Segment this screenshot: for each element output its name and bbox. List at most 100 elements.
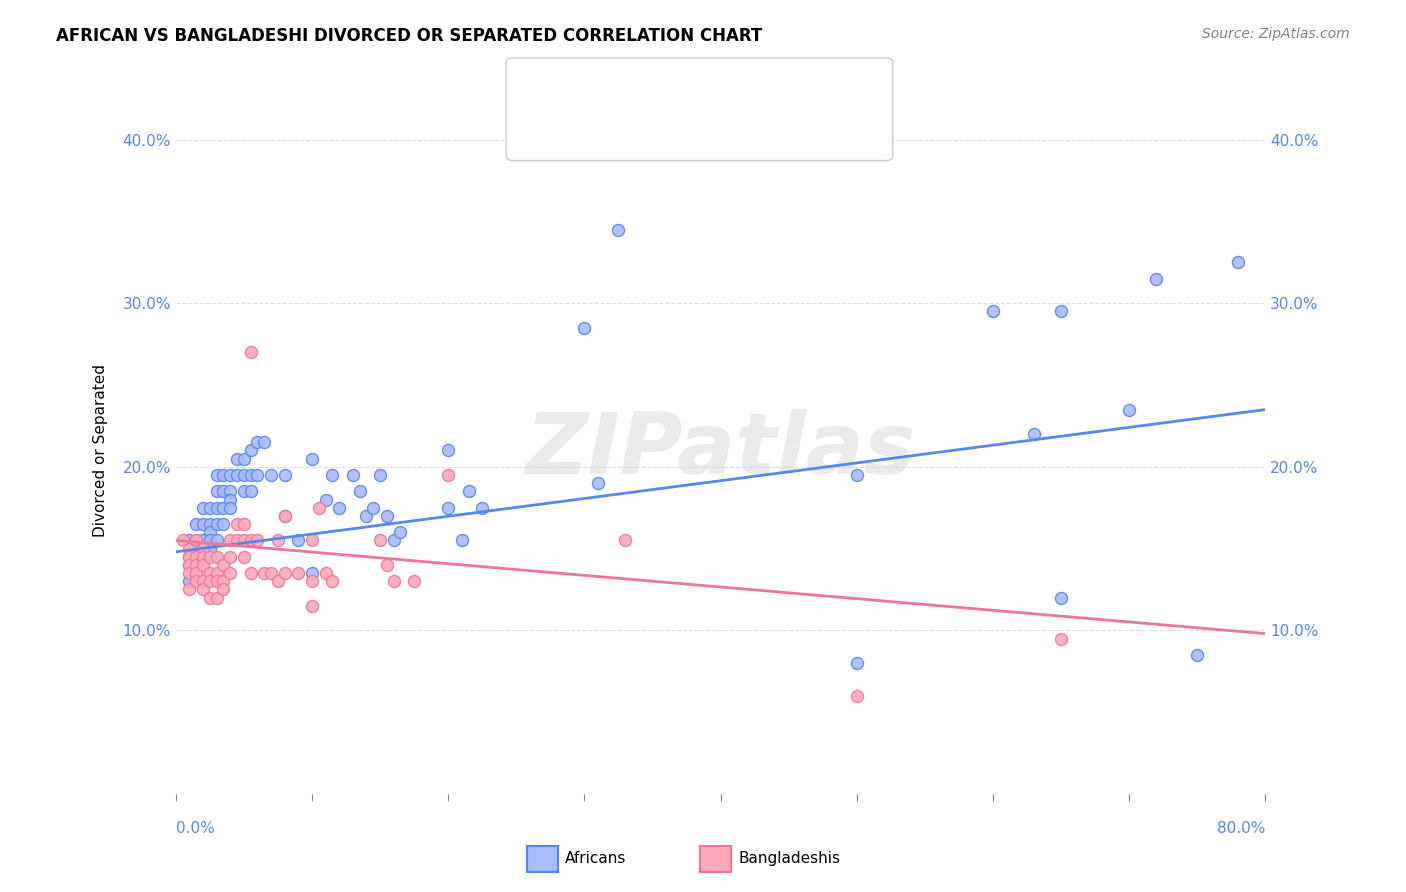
Point xyxy=(315,492,337,507)
Point xyxy=(301,574,323,589)
Point xyxy=(845,656,868,670)
Point xyxy=(239,484,262,499)
Point xyxy=(274,508,297,523)
Point xyxy=(186,558,208,572)
Text: Africans: Africans xyxy=(565,852,627,866)
Point xyxy=(981,304,1004,318)
Point xyxy=(239,345,262,359)
Point xyxy=(232,533,254,548)
Text: 80.0%: 80.0% xyxy=(1218,822,1265,837)
Point xyxy=(1227,255,1250,269)
Point xyxy=(1050,591,1073,605)
Point xyxy=(239,467,262,482)
Text: Bangladeshis: Bangladeshis xyxy=(738,852,841,866)
Point xyxy=(607,222,630,236)
Point xyxy=(198,549,221,564)
Point xyxy=(212,516,235,531)
Point xyxy=(226,516,249,531)
Point xyxy=(191,541,214,556)
Point xyxy=(191,558,214,572)
Point xyxy=(368,533,391,548)
Point xyxy=(212,484,235,499)
Point xyxy=(219,484,242,499)
Point xyxy=(356,508,378,523)
Point xyxy=(205,516,228,531)
Y-axis label: Divorced or Separated: Divorced or Separated xyxy=(94,364,108,537)
Point xyxy=(191,549,214,564)
Point xyxy=(246,435,269,450)
Point xyxy=(198,516,221,531)
Point xyxy=(198,533,221,548)
Point xyxy=(471,500,494,515)
Point xyxy=(219,467,242,482)
Point xyxy=(239,566,262,580)
Point xyxy=(321,467,343,482)
Point xyxy=(1022,427,1045,442)
Text: 0.0%: 0.0% xyxy=(176,822,215,837)
Point xyxy=(232,549,254,564)
Point xyxy=(404,574,426,589)
Point xyxy=(389,525,412,540)
Point xyxy=(845,689,868,703)
Point xyxy=(253,566,276,580)
Point xyxy=(212,582,235,597)
Point xyxy=(219,566,242,580)
Text: R = -0.180   N =  58: R = -0.180 N = 58 xyxy=(572,112,770,129)
Point xyxy=(301,599,323,613)
Point xyxy=(179,533,201,548)
Point xyxy=(205,591,228,605)
Point xyxy=(315,566,337,580)
Point xyxy=(172,533,194,548)
Point xyxy=(186,533,208,548)
Point xyxy=(1118,402,1140,417)
Point xyxy=(368,467,391,482)
Point xyxy=(205,484,228,499)
Text: R =  0.299   N =  71: R = 0.299 N = 71 xyxy=(572,75,769,93)
Point xyxy=(274,508,297,523)
Point xyxy=(287,533,309,548)
Point xyxy=(219,492,242,507)
Point xyxy=(253,435,276,450)
Point xyxy=(205,467,228,482)
Point xyxy=(246,467,269,482)
Point xyxy=(260,566,283,580)
Point xyxy=(239,533,262,548)
Point xyxy=(186,516,208,531)
Point xyxy=(191,541,214,556)
Point xyxy=(457,484,479,499)
Text: ZIPatlas: ZIPatlas xyxy=(526,409,915,492)
Point xyxy=(186,558,208,572)
Point xyxy=(574,321,596,335)
Point xyxy=(179,549,201,564)
Point xyxy=(198,591,221,605)
Point xyxy=(198,566,221,580)
Point xyxy=(186,566,208,580)
Point xyxy=(1144,271,1167,285)
Point xyxy=(212,574,235,589)
Point xyxy=(219,533,242,548)
Point xyxy=(301,533,323,548)
Point xyxy=(267,533,290,548)
Point xyxy=(191,516,214,531)
Point xyxy=(198,574,221,589)
Point xyxy=(349,484,371,499)
Point xyxy=(226,467,249,482)
Point xyxy=(205,500,228,515)
Point xyxy=(1187,648,1209,662)
Point xyxy=(274,566,297,580)
Point xyxy=(1050,632,1073,646)
Point xyxy=(179,541,201,556)
Point xyxy=(191,549,214,564)
Point xyxy=(179,558,201,572)
Point xyxy=(179,574,201,589)
Point xyxy=(342,467,364,482)
Point xyxy=(450,533,472,548)
Point xyxy=(186,574,208,589)
Point xyxy=(437,443,460,458)
Point xyxy=(205,566,228,580)
Point xyxy=(301,566,323,580)
Point xyxy=(219,500,242,515)
Point xyxy=(179,549,201,564)
Point xyxy=(205,549,228,564)
Point xyxy=(260,467,283,482)
